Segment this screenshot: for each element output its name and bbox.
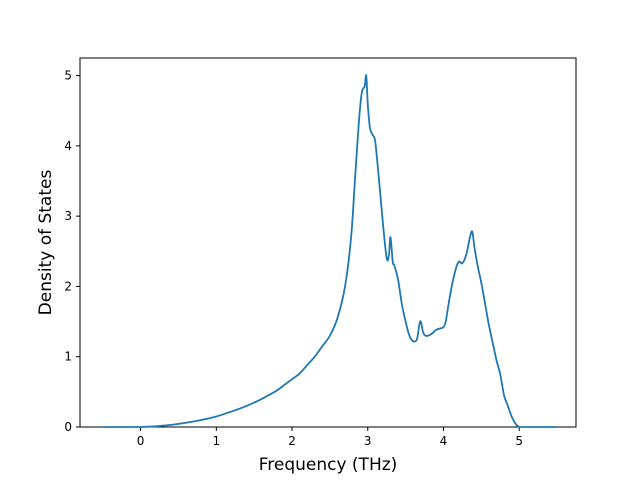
plot-frame bbox=[79, 57, 577, 428]
y-tick-label: 2 bbox=[64, 279, 72, 293]
y-axis-ticks: 0 1 2 3 4 5 bbox=[64, 69, 80, 434]
x-tick-label: 5 bbox=[515, 434, 523, 448]
x-tick-label: 4 bbox=[440, 434, 448, 448]
x-tick-label: 1 bbox=[212, 434, 220, 448]
series-line bbox=[102, 74, 556, 428]
y-tick-label: 1 bbox=[64, 350, 72, 364]
y-tick-label: 4 bbox=[64, 139, 72, 153]
x-tick-label: 0 bbox=[137, 434, 145, 448]
y-tick-label: 0 bbox=[64, 420, 72, 434]
y-tick-label: 3 bbox=[64, 209, 72, 223]
y-tick-label: 5 bbox=[64, 69, 72, 83]
x-axis-ticks: 0 1 2 3 4 5 bbox=[137, 427, 523, 448]
x-tick-label: 3 bbox=[364, 434, 372, 448]
x-tick-label: 2 bbox=[288, 434, 296, 448]
x-axis-label: Frequency (THz) bbox=[259, 455, 398, 475]
y-axis-label: Density of States bbox=[36, 170, 56, 316]
